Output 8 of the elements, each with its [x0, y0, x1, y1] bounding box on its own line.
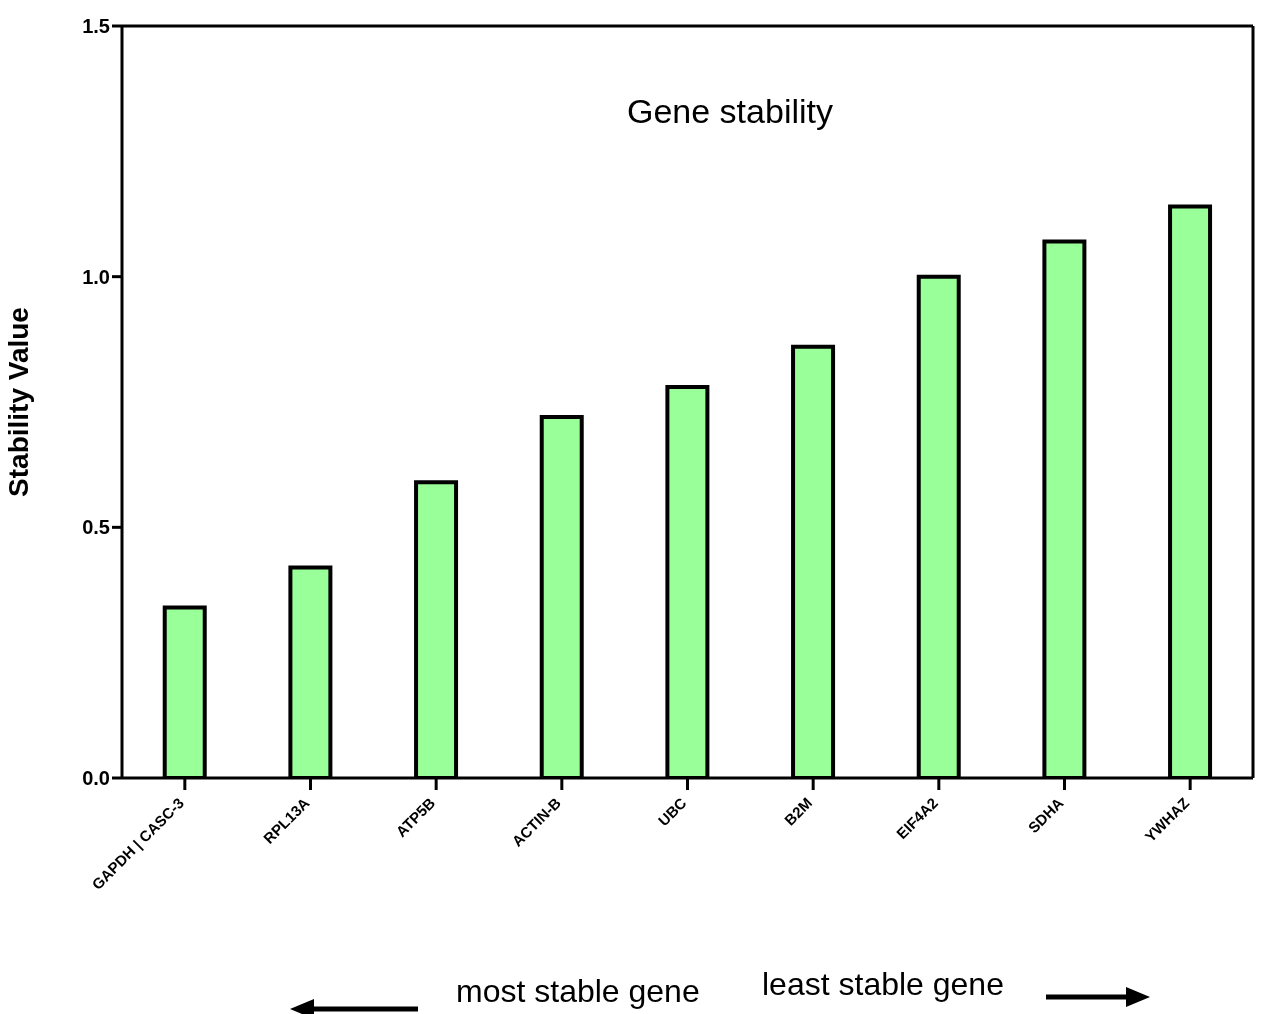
y-tick-label: 0.5: [82, 516, 110, 539]
y-axis-title: Stability Value: [2, 307, 34, 497]
text: least stable gene: [762, 966, 1004, 1003]
text: most stable gene: [456, 973, 700, 1010]
y-tick-label: 0.0: [82, 767, 110, 790]
y-tick-label: 1.5: [82, 15, 110, 38]
y-tick-label: 1.0: [82, 265, 110, 288]
text: Gene stability: [627, 92, 833, 130]
